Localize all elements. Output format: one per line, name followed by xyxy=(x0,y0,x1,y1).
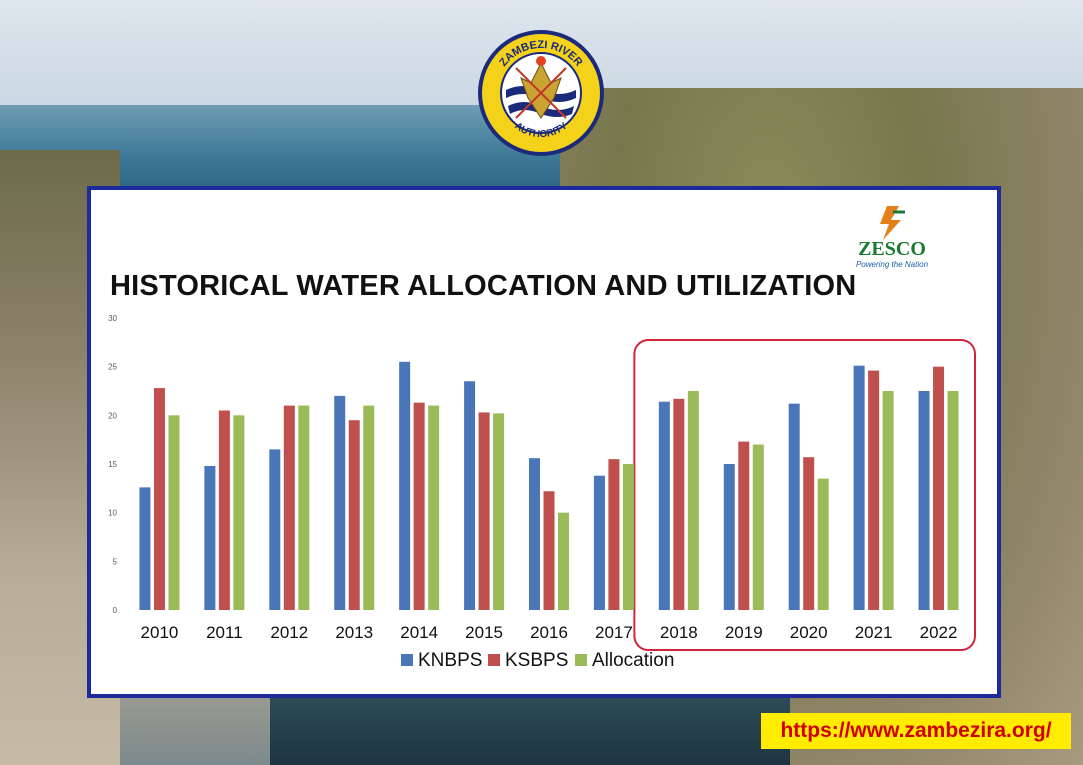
highlight-box-2018-2022 xyxy=(633,339,977,651)
bar-ksbps-2010 xyxy=(153,388,165,610)
bar-chart: 0 5 10 15 20 25 30 2010 2011 2012 2013 2014 2015 2016… xyxy=(108,314,977,671)
zesco-name: ZESCO xyxy=(858,238,926,260)
bar-ksbps-2019 xyxy=(738,441,750,610)
website-url-box[interactable]: https://www.zambezira.org/ xyxy=(761,713,1071,749)
bar-ksbps-2014 xyxy=(413,402,425,610)
bar-allocation-2016 xyxy=(558,512,569,610)
legend-label-knbps: KNBPS xyxy=(418,650,482,671)
x-tick-label: 2016 xyxy=(530,623,568,642)
bar-ksbps-2012 xyxy=(283,405,295,610)
bar-allocation-2014 xyxy=(428,405,440,610)
legend-swatch-allocation xyxy=(575,654,587,666)
legend-label-ksbps: KSBPS xyxy=(505,650,568,671)
bar-allocation-2018 xyxy=(687,391,699,610)
bar-knbps-2021 xyxy=(853,365,865,610)
bar-knbps-2011 xyxy=(204,465,216,610)
x-tick-label: 2014 xyxy=(400,623,438,642)
y-tick-label: 30 xyxy=(108,314,117,323)
bar-knbps-2010 xyxy=(139,487,151,610)
zesco-tagline: Powering the Nation xyxy=(855,260,929,269)
bar-allocation-2011 xyxy=(233,415,245,610)
bar-knbps-2012 xyxy=(269,449,281,610)
bar-knbps-2015 xyxy=(464,381,476,610)
y-tick-label: 15 xyxy=(108,460,117,469)
y-tick-label: 5 xyxy=(113,557,118,566)
y-tick-label: 10 xyxy=(108,509,117,518)
bar-allocation-2020 xyxy=(817,478,829,610)
chart-panel: ZESCO Powering the Nation HISTORICAL WAT… xyxy=(87,186,1001,698)
x-tick-label: 2012 xyxy=(270,623,308,642)
bar-knbps-2013 xyxy=(334,395,346,610)
x-tick-label: 2011 xyxy=(206,623,243,642)
x-tick-label: 2013 xyxy=(335,623,373,642)
x-tick-label: 2020 xyxy=(790,623,828,642)
y-tick-label: 20 xyxy=(108,411,117,420)
bar-allocation-2010 xyxy=(168,415,180,610)
website-url[interactable]: https://www.zambezira.org/ xyxy=(780,719,1052,742)
x-tick-label: 2022 xyxy=(920,623,958,642)
x-tick-label: 2021 xyxy=(855,623,893,642)
bar-allocation-2012 xyxy=(298,405,310,610)
bar-knbps-2019 xyxy=(723,464,735,610)
bar-ksbps-2018 xyxy=(673,398,685,610)
bar-allocation-2013 xyxy=(363,405,375,610)
x-tick-label: 2015 xyxy=(465,623,503,642)
legend-label-allocation: Allocation xyxy=(592,650,674,671)
bar-allocation-2022 xyxy=(947,391,959,610)
x-tick-label: 2018 xyxy=(660,623,698,642)
bar-allocation-2017 xyxy=(622,464,634,610)
bar-ksbps-2013 xyxy=(348,420,360,610)
bar-ksbps-2022 xyxy=(933,366,945,610)
bar-allocation-2019 xyxy=(752,444,764,610)
bar-ksbps-2015 xyxy=(478,412,490,610)
y-tick-label: 25 xyxy=(108,363,117,372)
x-tick-label: 2019 xyxy=(725,623,763,642)
bar-ksbps-2016 xyxy=(543,491,555,610)
bar-knbps-2016 xyxy=(529,458,540,610)
bar-allocation-2015 xyxy=(493,413,505,610)
legend-swatch-ksbps xyxy=(488,654,500,666)
bar-ksbps-2021 xyxy=(868,370,880,610)
legend-swatch-knbps xyxy=(401,654,413,666)
x-tick-label: 2017 xyxy=(595,623,633,642)
bar-knbps-2018 xyxy=(658,401,670,610)
bar-knbps-2022 xyxy=(918,391,930,610)
bar-ksbps-2020 xyxy=(803,457,815,610)
chart-title: HISTORICAL WATER ALLOCATION AND UTILIZAT… xyxy=(110,270,857,302)
dam-tailwater xyxy=(270,690,790,765)
zesco-logo: ZESCO Powering the Nation xyxy=(847,202,937,274)
bar-ksbps-2011 xyxy=(218,410,230,610)
x-tick-label: 2010 xyxy=(141,623,179,642)
bar-allocation-2021 xyxy=(882,391,894,610)
zesco-bolt-icon xyxy=(880,206,905,240)
bar-knbps-2017 xyxy=(593,475,605,610)
bar-knbps-2014 xyxy=(399,361,411,610)
bar-ksbps-2017 xyxy=(608,459,620,610)
zambezi-river-authority-logo: ZAMBEZI RIVER AUTHORITY xyxy=(478,30,604,156)
bar-knbps-2020 xyxy=(788,403,800,610)
y-tick-label: 0 xyxy=(113,606,118,615)
